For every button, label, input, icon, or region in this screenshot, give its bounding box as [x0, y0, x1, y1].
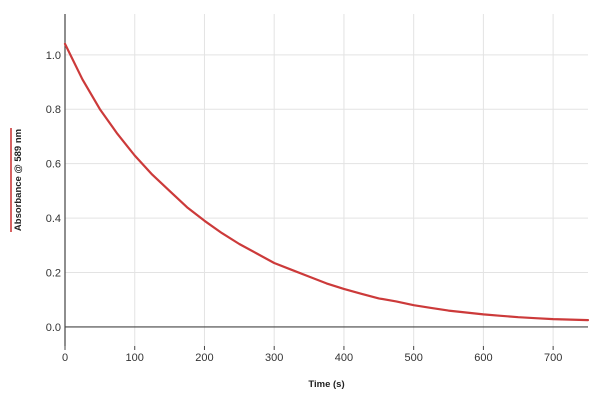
- x-tick-label-2: 200: [195, 352, 213, 364]
- axes: [64, 14, 588, 346]
- series-group: [63, 42, 590, 322]
- x-tick-label-3: 300: [265, 352, 283, 364]
- y-axis-title: Absorbance @ 589 nm: [13, 129, 24, 231]
- x-tick-label-6: 600: [474, 352, 492, 364]
- y-tick-label-4: 0.8: [46, 104, 61, 116]
- x-tick-label-7: 700: [544, 352, 562, 364]
- x-tick-label-5: 500: [404, 352, 422, 364]
- series-line-0: [63, 42, 590, 322]
- y-tick-label-2: 0.4: [46, 213, 61, 225]
- x-tick-label-4: 400: [335, 352, 353, 364]
- y-tick-label-0: 0.0: [46, 322, 61, 334]
- grid: [65, 14, 588, 346]
- y-tick-label-5: 1.0: [46, 50, 61, 62]
- x-tick-label-0: 0: [62, 352, 68, 364]
- x-axis-title: Time (s): [308, 379, 344, 390]
- ticks: 0 100 200 300 400 500 600 700 0.0 0.2 0.4 0.6 0.8 1.0: [46, 50, 563, 364]
- axis-titles: Absorbance @ 589 nm Time (s): [10, 128, 345, 390]
- y-tick-label-1: 0.2: [46, 268, 61, 280]
- y-tick-label-3: 0.6: [46, 159, 61, 171]
- x-tick-label-1: 100: [126, 352, 144, 364]
